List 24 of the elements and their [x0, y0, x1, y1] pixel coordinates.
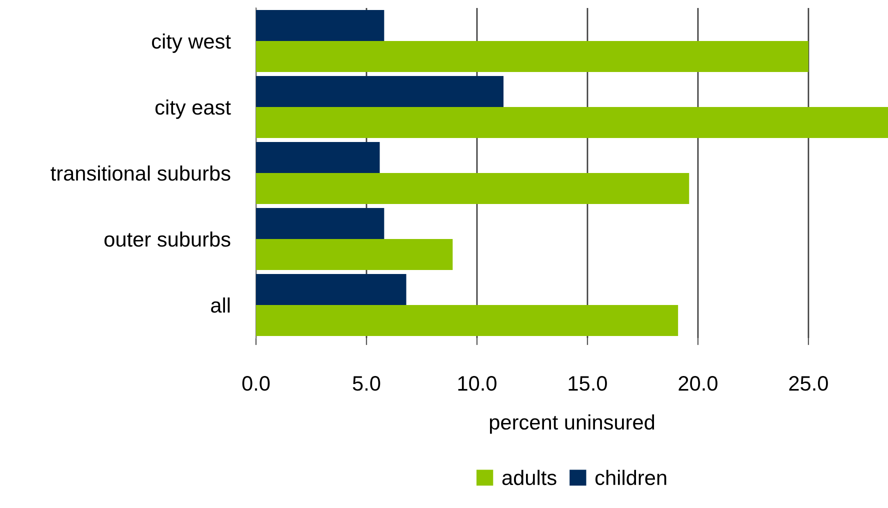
bar [256, 208, 384, 239]
bar [256, 10, 384, 41]
x-tick-label: 15.0 [568, 376, 607, 391]
bar [256, 274, 406, 305]
x-tick-label: 0.0 [242, 376, 270, 391]
bar [256, 305, 678, 336]
bar [256, 41, 808, 72]
y-tick-label: city west [152, 33, 231, 53]
x-axis-title: percent uninsured [490, 414, 654, 434]
legend-label: adults [502, 470, 556, 486]
legend-label: children [595, 470, 666, 486]
y-tick-label: all [211, 297, 230, 313]
bar [256, 142, 380, 173]
y-tick-label: transitional suburbs [50, 165, 230, 181]
bar [256, 76, 504, 107]
x-tick-label: 25.0 [789, 376, 828, 391]
bar [256, 107, 888, 138]
x-tick-label: 10.0 [458, 376, 496, 391]
y-tick-label: outer suburbs [104, 231, 230, 247]
bar [256, 239, 453, 270]
y-tick-label: city east [155, 99, 231, 119]
x-tick-label: 20.0 [678, 376, 718, 391]
x-tick-label: 5.0 [352, 376, 380, 391]
bar [256, 173, 690, 204]
